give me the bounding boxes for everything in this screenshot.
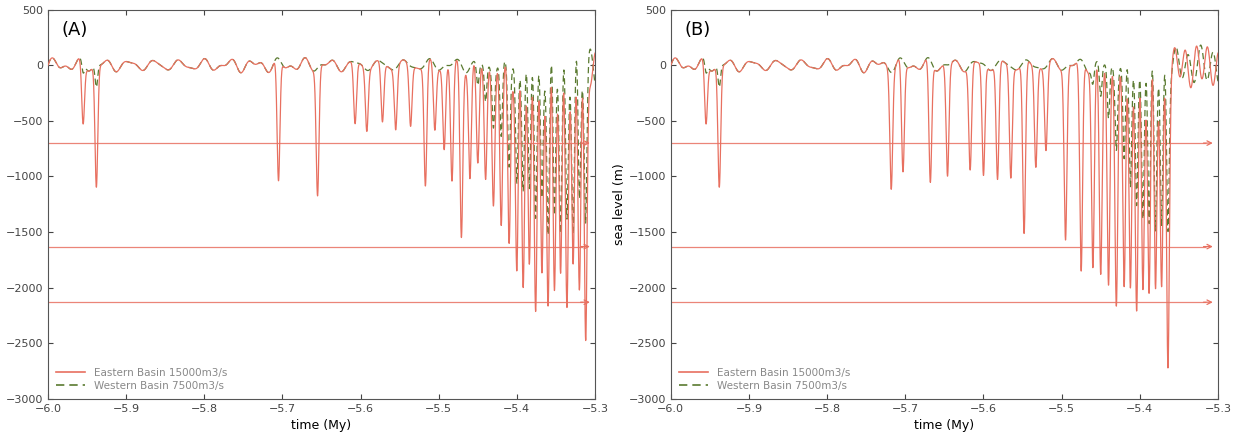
X-axis label: time (My): time (My) [292, 420, 351, 432]
Text: (A): (A) [62, 21, 88, 39]
Legend: Eastern Basin 15000m3/s, Western Basin 7500m3/s: Eastern Basin 15000m3/s, Western Basin 7… [53, 364, 230, 394]
Legend: Eastern Basin 15000m3/s, Western Basin 7500m3/s: Eastern Basin 15000m3/s, Western Basin 7… [677, 364, 854, 394]
X-axis label: time (My): time (My) [914, 420, 975, 432]
Y-axis label: sea level (m): sea level (m) [612, 163, 626, 245]
Text: (B): (B) [684, 21, 711, 39]
